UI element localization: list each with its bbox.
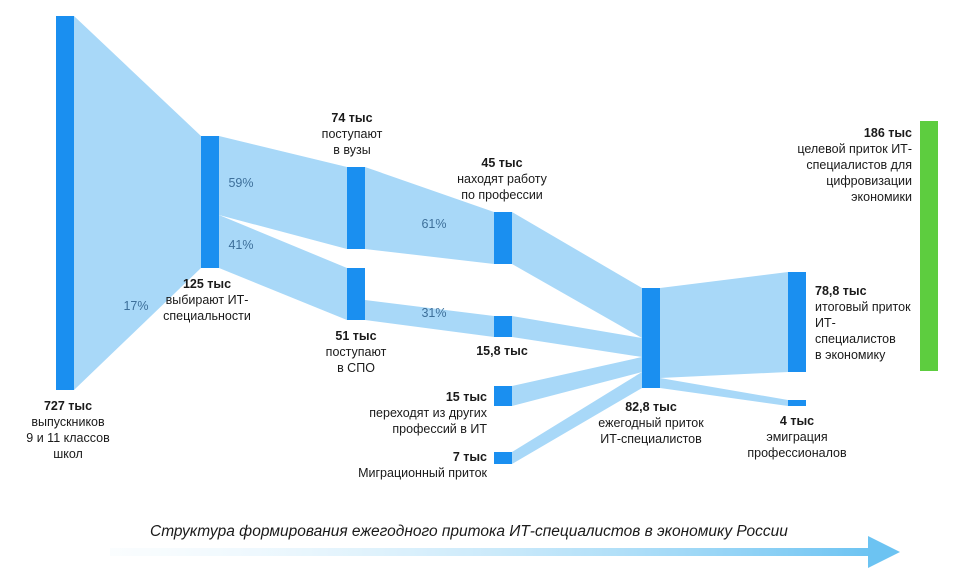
- label-college-it: 15,8 тыс: [476, 344, 528, 358]
- node-switchers: [494, 386, 512, 406]
- pct-college-it: 31%: [421, 306, 447, 320]
- node-it-choice: [201, 136, 219, 268]
- pct-university: 59%: [228, 176, 254, 190]
- pct-college: 41%: [228, 238, 254, 252]
- node-college-it: [494, 316, 512, 337]
- nodes: [56, 16, 806, 464]
- flow-migration-to-annual: [512, 372, 642, 464]
- label-university: 74 тыс поступают в вузы: [321, 111, 383, 157]
- node-employed: [494, 212, 512, 264]
- flow-it-to-university: [219, 136, 347, 249]
- label-graduates: 727 тыс выпускников 9 и 11 классов школ: [26, 399, 110, 461]
- flow-college-it-to-annual: [512, 316, 642, 357]
- flow-university-to-employed: [365, 167, 494, 264]
- node-migration: [494, 452, 512, 464]
- flows: [74, 16, 788, 464]
- diagram-caption: Структура формирования ежегодного приток…: [150, 523, 788, 540]
- label-employed: 45 тыс находят работу по профессии: [457, 156, 547, 202]
- label-emigration: 4 тыс эмиграция профессионалов: [747, 414, 847, 460]
- node-university: [347, 167, 365, 249]
- label-it-choice: 125 тыс выбирают ИТ- специальности: [163, 277, 251, 323]
- flow-switchers-to-annual: [512, 357, 642, 406]
- flow-annual-to-final: [660, 272, 788, 378]
- label-switchers: 15 тыс переходят из других профессий в И…: [369, 390, 487, 436]
- pct-graduates-it: 17%: [123, 299, 149, 313]
- label-target: 186 тыс целевой приток ИТ- специалистов …: [797, 126, 912, 204]
- flow-employed-to-annual: [512, 212, 642, 338]
- label-annual: 82,8 тыс ежегодный приток ИТ-специалисто…: [598, 400, 704, 446]
- node-final: [788, 272, 806, 372]
- label-college: 51 тыс поступают в СПО: [325, 329, 387, 375]
- node-emigration: [788, 400, 806, 406]
- node-college: [347, 268, 365, 320]
- node-target: [920, 121, 938, 371]
- flow-college-to-college-it: [365, 300, 494, 337]
- label-migration: 7 тыс Миграционный приток: [358, 450, 487, 480]
- node-annual: [642, 288, 660, 388]
- flow-graduates-to-it: [74, 16, 201, 390]
- arrow-head-icon: [868, 536, 900, 568]
- node-graduates: [56, 16, 74, 390]
- arrow-shaft: [110, 548, 872, 556]
- flow-it-to-college: [219, 215, 347, 320]
- label-final: 78,8 тыс итоговый приток ИТ- специалисто…: [815, 284, 911, 362]
- flow-annual-to-emigration: [660, 378, 788, 406]
- pct-employed: 61%: [421, 217, 447, 231]
